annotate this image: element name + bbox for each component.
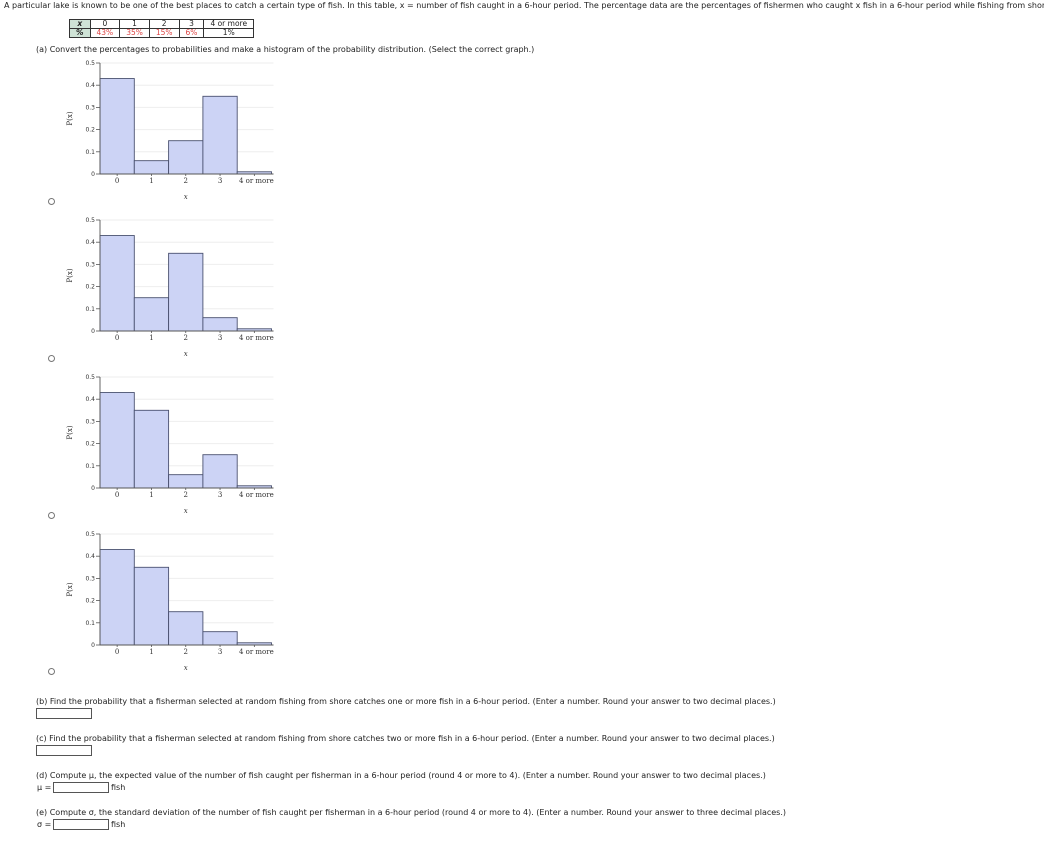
x-tick-label: 4 or more (239, 491, 274, 499)
y-tick-label: 0.3 (85, 575, 95, 582)
y-tick-label: 0.3 (85, 418, 95, 425)
question-a: (a) Convert the percentages to probabili… (36, 45, 535, 54)
graph-option-3-radio[interactable] (48, 512, 55, 519)
x-tick-label: 3 (218, 648, 222, 656)
y-tick-label: 0.1 (85, 620, 95, 627)
x-axis-label: x (184, 193, 188, 201)
histogram-bar (133, 409, 170, 489)
x-tick-label: 1 (149, 334, 153, 342)
question-e: (e) Compute σ, the standard deviation of… (36, 808, 787, 817)
y-tick-label: 0 (91, 485, 95, 492)
y-tick-label: 0.5 (85, 217, 95, 224)
x-tick-label: 4 or more (239, 334, 274, 342)
x-tick-label: 1 (149, 491, 153, 499)
y-tick-label: 0.5 (85, 60, 95, 67)
y-axis-label: P(x) (66, 111, 74, 125)
y-tick-label: 0 (91, 171, 95, 178)
histogram-option-2: 0 0.1 0.2 0.3 0.4 0.5 0 1 2 3 4 or more x P(x) (66, 217, 274, 358)
sigma-label: σ = (37, 820, 52, 829)
pct-value-1: 35% (119, 28, 150, 38)
mu-unit: fish (111, 783, 126, 792)
y-axis-label: P(x) (66, 582, 74, 596)
pct-header: % (69, 28, 91, 38)
answer-d-input[interactable] (53, 782, 109, 793)
histogram-bar (99, 235, 135, 332)
distribution-table: x 0 1 2 3 4 or more % 43% 35% 15% 6% 1% (69, 19, 255, 38)
x-tick-label: 0 (115, 648, 119, 656)
histogram-bar (202, 454, 238, 489)
graph-option-2-radio[interactable] (48, 355, 55, 362)
x-tick-label: 2 (184, 177, 188, 185)
y-tick-label: 0.4 (85, 82, 95, 89)
y-tick-label: 0.2 (85, 127, 95, 134)
y-tick-label: 0.2 (85, 284, 95, 291)
y-tick-label: 0.3 (85, 104, 95, 111)
histogram-bar (168, 252, 204, 332)
histogram-bar (202, 95, 238, 175)
x-tick-label: 4 or more (239, 648, 274, 656)
histogram-bar (99, 392, 135, 489)
histogram-bar (168, 474, 204, 489)
graph-option-1-radio[interactable] (48, 198, 55, 205)
y-tick-label: 0.4 (85, 239, 95, 246)
question-c: (c) Find the probability that a fisherma… (36, 734, 775, 743)
y-axis-label: P(x) (66, 425, 74, 439)
y-tick-label: 0.1 (85, 306, 95, 313)
pct-value-3: 6% (178, 28, 205, 38)
graph-option-4-radio[interactable] (48, 668, 55, 675)
pct-value-4: 1% (203, 28, 255, 38)
histogram-option-1: 0 0.1 0.2 0.3 0.4 0.5 0 1 2 3 4 or more x P(x) (66, 60, 274, 201)
histogram-bar (99, 549, 135, 646)
answer-b-input[interactable] (36, 708, 92, 719)
x-tick-label: 0 (115, 334, 119, 342)
histogram-bar (202, 317, 238, 332)
y-tick-label: 0.3 (85, 261, 95, 268)
y-tick-label: 0 (91, 328, 95, 335)
mu-label: μ = (37, 783, 52, 792)
y-tick-label: 0 (91, 642, 95, 649)
x-tick-label: 3 (218, 177, 222, 185)
y-tick-label: 0.4 (85, 553, 95, 560)
x-axis-label: x (184, 664, 188, 672)
histogram-bar (202, 631, 238, 646)
y-tick-label: 0.1 (85, 463, 95, 470)
x-tick-label: 2 (184, 334, 188, 342)
x-tick-label: 3 (218, 334, 222, 342)
x-axis-label: x (184, 507, 188, 515)
y-axis-label: P(x) (66, 268, 74, 282)
histogram-bar (168, 140, 204, 175)
y-tick-label: 0.2 (85, 441, 95, 448)
x-tick-label: 1 (149, 648, 153, 656)
table-row-pct: % 43% 35% 15% 6% 1% (69, 28, 255, 38)
y-tick-label: 0.5 (85, 531, 95, 538)
intro-text: A particular lake is known to be one of … (4, 1, 1044, 10)
histogram-bar (133, 566, 170, 646)
histogram-bar (133, 160, 170, 175)
histogram-bar (133, 297, 170, 332)
pct-value-0: 43% (89, 28, 121, 38)
answer-c-input[interactable] (36, 745, 92, 756)
x-tick-label: 0 (115, 177, 119, 185)
question-d: (d) Compute μ, the expected value of the… (36, 771, 766, 780)
y-tick-label: 0.4 (85, 396, 95, 403)
histogram-bar (99, 78, 135, 175)
histogram-option-4: 0 0.1 0.2 0.3 0.4 0.5 0 1 2 3 4 or more x P(x) (66, 531, 274, 672)
histogram-bar (168, 611, 204, 646)
x-tick-label: 4 or more (239, 177, 274, 185)
y-tick-label: 0.1 (85, 149, 95, 156)
question-b: (b) Find the probability that a fisherma… (36, 697, 776, 706)
histogram-option-3: 0 0.1 0.2 0.3 0.4 0.5 0 1 2 3 4 or more x P(x) (66, 374, 274, 515)
x-tick-label: 3 (218, 491, 222, 499)
x-tick-label: 0 (115, 491, 119, 499)
x-axis-label: x (184, 350, 188, 358)
y-tick-label: 0.2 (85, 598, 95, 605)
x-tick-label: 1 (149, 177, 153, 185)
x-tick-label: 2 (184, 491, 188, 499)
x-tick-label: 2 (184, 648, 188, 656)
answer-e-input[interactable] (53, 819, 109, 830)
pct-value-2: 15% (148, 28, 180, 38)
y-tick-label: 0.5 (85, 374, 95, 381)
sigma-unit: fish (111, 820, 126, 829)
